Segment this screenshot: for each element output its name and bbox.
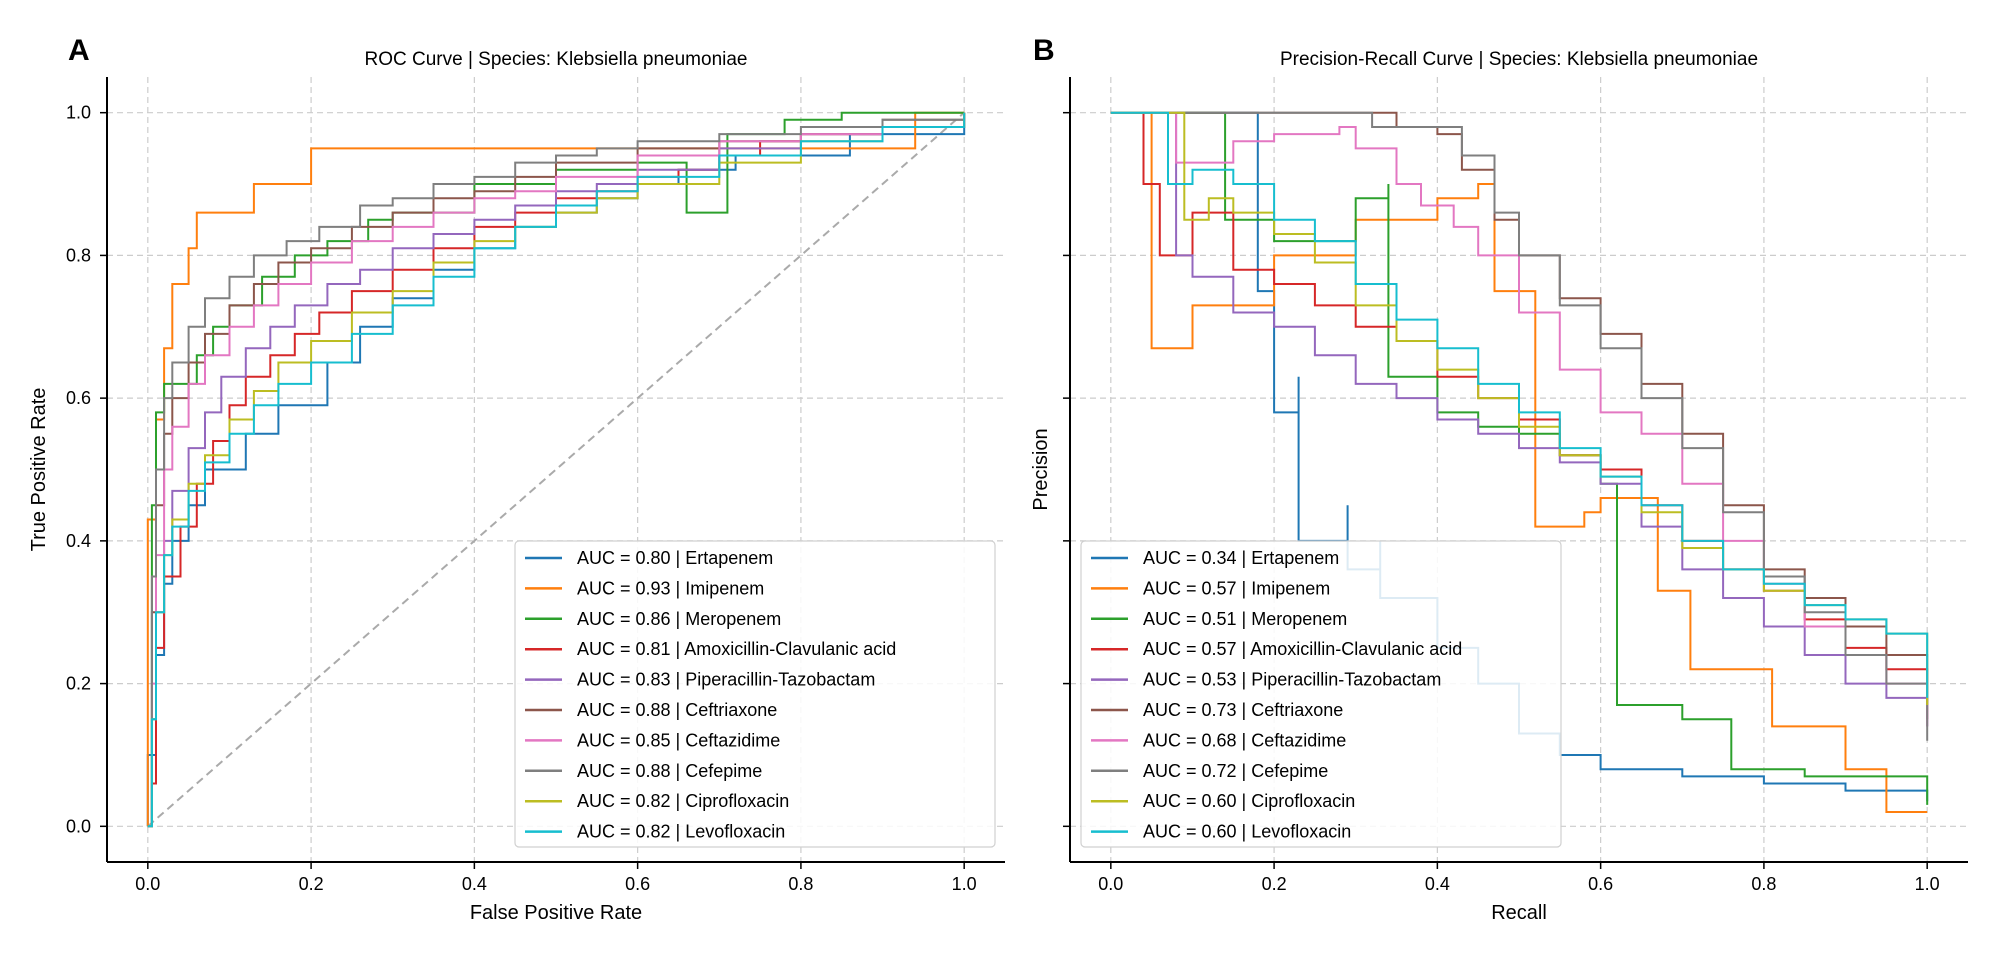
x-axis-label: False Positive Rate [470,902,642,924]
x-tick-label: 0.4 [462,874,487,894]
x-tick-label: 1.0 [1915,874,1940,894]
series-line-10 [147,112,966,828]
y-tick-label: 0.4 [66,531,91,551]
y-tick-label: 1.0 [66,103,91,123]
legend-label: AUC = 0.34 | Ertapenem [1143,548,1339,568]
x-axis-label: Recall [1491,902,1547,924]
legend-label: AUC = 0.93 | Imipenem [577,578,764,598]
x-tick-label: 1.0 [952,874,977,894]
legend-label: AUC = 0.60 | Levofloxacin [1143,822,1351,842]
legend-label: AUC = 0.60 | Ciprofloxacin [1143,791,1355,811]
series-group [146,111,966,828]
y-axis-label: True Positive Rate [28,388,50,552]
panel-a: 0.0 0.2 0.4 0.6 0.8 1.0 0.0 0.2 0.4 0.6 0.8 1.0 Fals… [28,34,1005,924]
legend-label: AUC = 0.73 | Ceftriaxone [1143,700,1343,720]
x-tick-label: 0.8 [788,874,813,894]
series-line-2 [1110,111,1928,813]
y-tick-label: 0.0 [66,816,91,836]
series-line-8 [147,112,966,828]
legend-label: AUC = 0.68 | Ceftazidime [1143,730,1346,750]
x-tick-label: 0.0 [135,874,160,894]
x-tick-label: 0.6 [625,874,650,894]
x-tick-label: 0.4 [1425,874,1450,894]
legend-label: AUC = 0.53 | Piperacillin-Tazobactam [1143,670,1441,690]
legend-label: AUC = 0.82 | Levofloxacin [577,822,785,842]
panel-letter: B [1033,34,1055,67]
x-tick-label: 0.0 [1098,874,1123,894]
legend-box [1080,540,1562,848]
series-group [1110,111,1929,813]
series-line-5 [147,112,966,828]
y-tick-label: 0.2 [66,674,91,694]
chart-title: ROC Curve | Species: Klebsiella pneumoni… [364,49,747,70]
legend-label: AUC = 0.72 | Cefepime [1143,761,1328,781]
y-tick-label: 0.6 [66,388,91,408]
x-tick-label: 0.2 [299,874,324,894]
x-tick-label: 0.6 [1588,874,1613,894]
series-line-2 [146,111,965,827]
panel-b: 0.0 0.2 0.4 0.6 0.8 1.0 Recall Precision Precisi… [1030,34,1968,924]
series-line-5 [1110,111,1929,727]
x-tick-label: 0.2 [1262,874,1287,894]
legend-label: AUC = 0.83 | Piperacillin-Tazobactam [577,670,875,690]
y-tick-label: 0.8 [66,245,91,265]
legend-label: AUC = 0.57 | Amoxicillin-Clavulanic acid [1143,639,1462,659]
legend-label: AUC = 0.80 | Ertapenem [577,548,773,568]
legend-label: AUC = 0.81 | Amoxicillin-Clavulanic acid [577,639,896,659]
series-line-3 [1110,111,1929,805]
legend-label: AUC = 0.85 | Ceftazidime [577,730,780,750]
legend-label: AUC = 0.86 | Meropenem [577,609,781,629]
chart-title: Precision-Recall Curve | Species: Klebsi… [1280,49,1758,70]
legend-label: AUC = 0.88 | Cefepime [577,761,762,781]
y-axis-label: Precision [1030,428,1052,510]
legend: AUC = 0.34 | Ertapenem AUC = 0.57 | Imipe… [1080,540,1562,848]
legend-label: AUC = 0.51 | Meropenem [1143,609,1347,629]
legend-label: AUC = 0.57 | Imipenem [1143,578,1330,598]
panel-letter: A [68,34,90,67]
series-line-10 [1110,111,1929,698]
legend-label: AUC = 0.82 | Ciprofloxacin [577,791,789,811]
chance-line [147,111,965,828]
legend: AUC = 0.80 | Ertapenem AUC = 0.93 | Imipe… [514,540,996,848]
legend-label: AUC = 0.88 | Ceftriaxone [577,700,777,720]
x-tick-label: 0.8 [1751,874,1776,894]
legend-box [514,540,996,848]
